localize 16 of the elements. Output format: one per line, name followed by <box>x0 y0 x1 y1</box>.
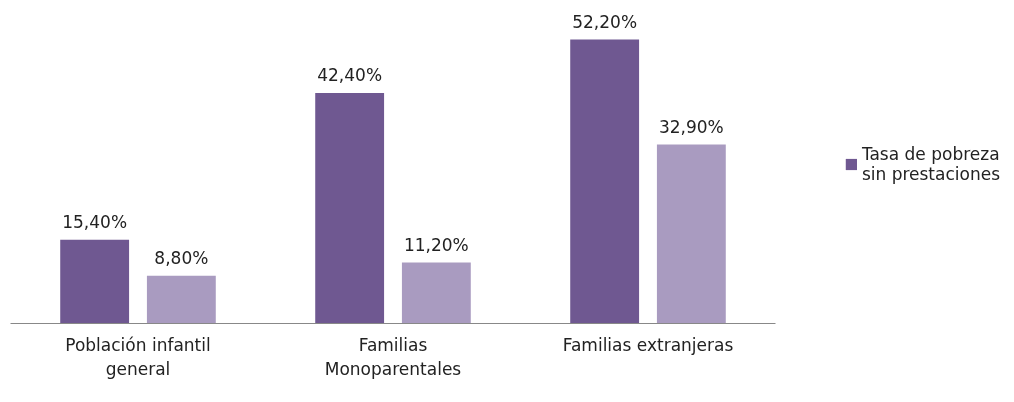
bar <box>656 144 726 324</box>
data-label: 52,20% <box>572 11 638 32</box>
bar <box>60 239 130 324</box>
data-label: 32,90% <box>658 116 724 137</box>
bar <box>401 262 471 324</box>
data-label: 42,40% <box>317 64 383 85</box>
bar <box>570 39 640 324</box>
data-label: 8,80% <box>154 247 209 268</box>
x-tick-label: Familias extranjeras <box>562 334 734 355</box>
data-label: 15,40% <box>62 211 128 232</box>
bar <box>146 275 216 324</box>
x-tick-label: Familias Monoparentales <box>324 334 462 379</box>
legend-label: Tasa de pobreza sin prestaciones <box>861 144 1000 184</box>
bar <box>315 92 385 324</box>
data-label: 11,20% <box>403 234 469 255</box>
x-tick-label: Población infantil general <box>65 334 211 379</box>
